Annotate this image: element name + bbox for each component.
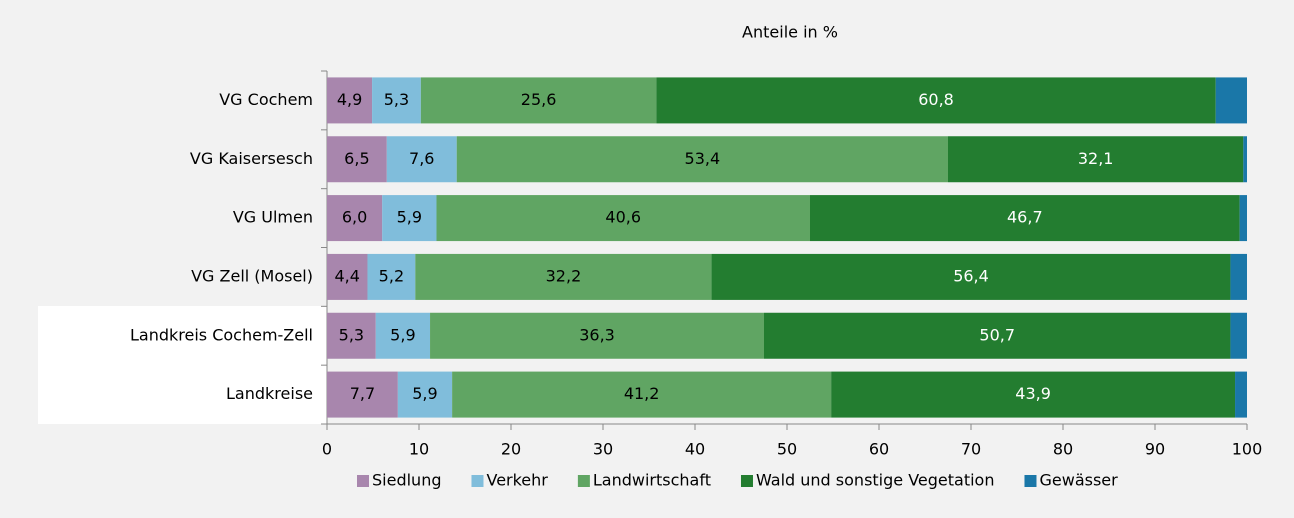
data-label: 36,3 <box>579 325 615 344</box>
data-label: 5,2 <box>379 266 404 285</box>
data-label: 4,9 <box>337 90 362 109</box>
data-label: 53,4 <box>685 149 721 168</box>
bar-segment <box>456 136 948 183</box>
data-label: 60,8 <box>918 90 954 109</box>
bar-segment <box>436 195 810 242</box>
data-label: 5,9 <box>412 384 437 403</box>
data-label: 25,6 <box>521 90 557 109</box>
legend-label: Landwirtschaft <box>593 471 711 490</box>
data-label: 5,3 <box>339 325 364 344</box>
bar-segment <box>656 77 1216 124</box>
bar-segment <box>1235 371 1247 418</box>
x-tick-label: 30 <box>593 440 613 459</box>
bar-segment <box>711 253 1231 300</box>
bar-segment <box>831 371 1236 418</box>
legend-label: Gewässer <box>1039 471 1118 490</box>
data-label: 4,4 <box>335 266 360 285</box>
data-label: 5,9 <box>390 325 415 344</box>
bar-segment <box>327 77 373 124</box>
legend-label: Verkehr <box>486 471 548 490</box>
legend-label: Siedlung <box>372 471 441 490</box>
y-tick-label: VG Ulmen <box>233 208 313 227</box>
data-label: 41,2 <box>624 384 660 403</box>
x-tick-label: 40 <box>685 440 705 459</box>
y-tick-label: Landkreis Cochem-Zell <box>130 325 313 344</box>
highlight-band <box>38 306 327 424</box>
bar-segment <box>415 253 712 300</box>
legend-swatch <box>577 475 590 487</box>
bar-segment <box>1243 136 1247 183</box>
bar-segment <box>452 371 832 418</box>
x-tick-label: 0 <box>322 440 332 459</box>
y-tick-label: Landkreise <box>226 384 313 403</box>
bar-segment <box>327 195 383 242</box>
legend-swatch <box>1024 475 1037 487</box>
legend-swatch <box>740 475 753 487</box>
x-tick-label: 100 <box>1232 440 1263 459</box>
bar-segment <box>1230 253 1247 300</box>
bar-segment <box>382 195 437 242</box>
data-label: 46,7 <box>1007 208 1043 227</box>
legend-swatch <box>471 475 484 487</box>
legend-label: Wald und sonstige Vegetation <box>756 471 995 490</box>
bar-segment <box>430 312 764 359</box>
bar-segment <box>1230 312 1247 359</box>
bar-segment <box>397 371 453 418</box>
legend-swatch <box>357 475 369 487</box>
bar-segment <box>327 136 387 183</box>
bar-segment <box>327 253 368 300</box>
bar-segment <box>372 77 421 124</box>
data-label: 40,6 <box>605 208 641 227</box>
data-label: 43,9 <box>1015 384 1051 403</box>
x-tick-label: 90 <box>1145 440 1165 459</box>
bar-segment <box>327 371 398 418</box>
x-tick-label: 50 <box>777 440 797 459</box>
bar-segment <box>1215 77 1247 124</box>
y-tick-label: VG Zell (Mosel) <box>191 266 313 285</box>
bar-segment <box>810 195 1240 242</box>
data-label: 5,3 <box>384 90 409 109</box>
data-label: 32,2 <box>546 266 582 285</box>
x-tick-label: 10 <box>409 440 429 459</box>
x-tick-label: 70 <box>961 440 981 459</box>
bar-segment <box>948 136 1244 183</box>
bar-segment <box>327 312 376 359</box>
y-tick-label: VG Kaisersesch <box>190 149 313 168</box>
x-tick-label: 60 <box>869 440 889 459</box>
bar-segment <box>764 312 1231 359</box>
x-tick-label: 80 <box>1053 440 1073 459</box>
data-label: 7,7 <box>350 384 375 403</box>
data-label: 32,1 <box>1078 149 1114 168</box>
bar-segment <box>420 77 657 124</box>
y-tick-label: VG Cochem <box>219 90 313 109</box>
bar-segment <box>386 136 457 183</box>
bar-segment <box>367 253 416 300</box>
bar-segment <box>1239 195 1247 242</box>
bar-segment <box>375 312 431 359</box>
chart-title: Anteile in % <box>742 23 838 42</box>
data-label: 50,7 <box>979 325 1015 344</box>
x-tick-label: 20 <box>501 440 521 459</box>
data-label: 6,0 <box>342 208 367 227</box>
data-label: 56,4 <box>953 266 989 285</box>
data-label: 5,9 <box>397 208 422 227</box>
data-label: 7,6 <box>409 149 434 168</box>
data-label: 6,5 <box>344 149 369 168</box>
